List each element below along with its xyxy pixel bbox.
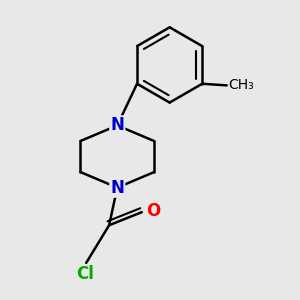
- Text: N: N: [110, 116, 124, 134]
- Text: CH₃: CH₃: [228, 78, 254, 92]
- Text: O: O: [146, 202, 160, 220]
- Text: N: N: [110, 178, 124, 196]
- Text: Cl: Cl: [76, 266, 94, 284]
